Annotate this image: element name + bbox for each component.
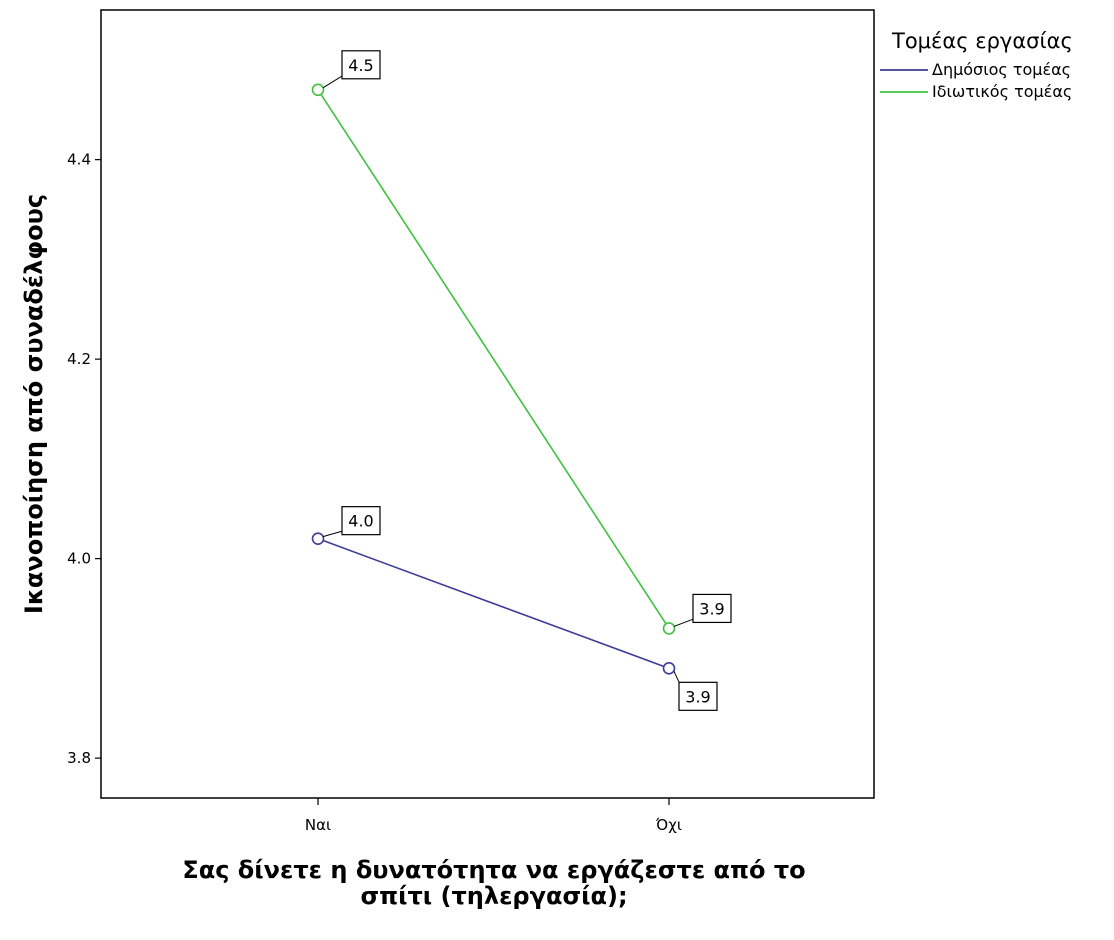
series-layer xyxy=(311,83,676,675)
y-tick-label: 3.8 xyxy=(67,749,91,767)
legend-label: Ιδιωτικός τομέας xyxy=(932,82,1072,101)
data-label-box xyxy=(678,681,718,711)
legend: Τομέας εργασίας Δημόσιος τομέας Ιδιωτικός… xyxy=(880,29,1073,101)
data-point xyxy=(311,532,325,545)
data-point xyxy=(311,83,325,97)
data-point xyxy=(662,622,676,635)
data-label: 4.5 xyxy=(348,56,373,75)
legend-title: Τομέας εργασίας xyxy=(891,29,1073,53)
data-label: 4.0 xyxy=(348,512,373,531)
data-label-box xyxy=(341,50,381,80)
y-tick-label: 4.4 xyxy=(67,151,91,169)
y-tick-label: 4.2 xyxy=(67,350,91,368)
x-tick-label: Ναι xyxy=(305,816,331,834)
data-label-leader xyxy=(322,530,345,538)
series-line xyxy=(317,537,670,670)
data-label: 3.9 xyxy=(699,599,724,618)
series-line xyxy=(317,89,670,629)
data-label-layer: 4.0 3.9 4.5 3.9 xyxy=(322,50,732,711)
data-label-leader xyxy=(322,74,345,89)
x-axis-title-line-1: Σας δίνετε η δυνατότητα να εργάζεστε από… xyxy=(182,856,805,884)
data-point xyxy=(662,662,676,675)
x-axis-title-line-2: σπίτι (τηλεργασία); xyxy=(360,882,627,910)
data-label-box xyxy=(341,506,381,536)
y-axis-title: Ικανοποίηση από συναδέλφους xyxy=(20,194,48,614)
data-label: 3.9 xyxy=(685,687,710,706)
plot-frame xyxy=(100,9,875,799)
x-tick-label: Όχι xyxy=(655,816,682,834)
data-label-box xyxy=(692,593,732,624)
y-axis: 3.8 4.0 4.2 4.4 xyxy=(67,151,101,767)
x-axis: Ναι Όχι xyxy=(305,798,682,834)
legend-label: Δημόσιος τομέας xyxy=(932,60,1071,79)
y-tick-label: 4.0 xyxy=(67,550,91,568)
data-label-leader xyxy=(673,617,696,627)
